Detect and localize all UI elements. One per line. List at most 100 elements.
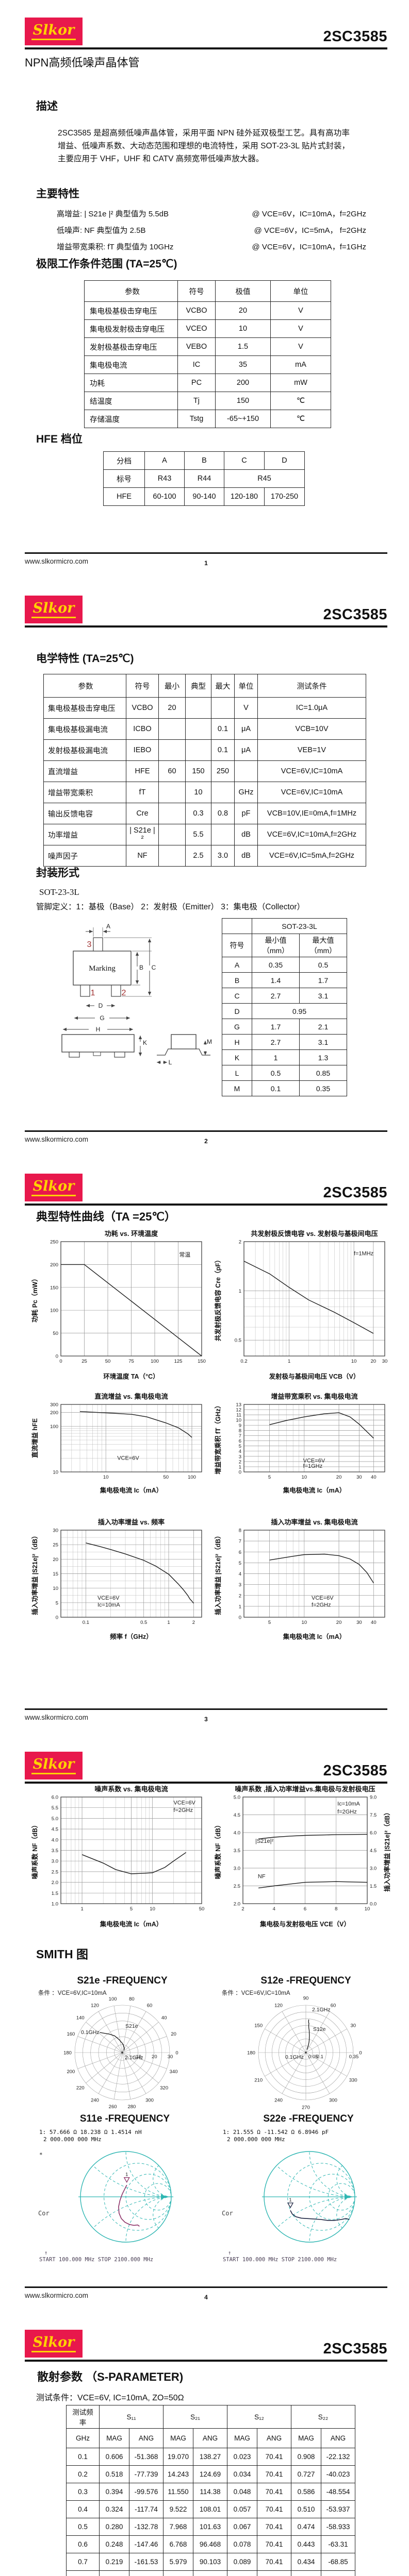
svg-text:0.35: 0.35: [349, 2054, 359, 2060]
svg-text:插入功率增益 |S21e|²（dB）: 插入功率增益 |S21e|²（dB）: [383, 1809, 391, 1892]
svg-text:180: 180: [247, 2050, 255, 2056]
polar-s21e: S21e -FREQUENCY 条件 ：VCE=6V,IC=10mA 0 20 40 60…: [37, 1975, 207, 2113]
svg-text:1: 1: [239, 1289, 241, 1294]
svg-text:VCE=6V: VCE=6V: [303, 1458, 325, 1464]
svg-text:50: 50: [163, 1475, 169, 1480]
svg-text:噪声系数 vs. 集电极电流: 噪声系数 vs. 集电极电流: [94, 1785, 168, 1793]
svg-text:80: 80: [129, 1996, 135, 2002]
svg-text:6: 6: [239, 1438, 241, 1444]
svg-text:25: 25: [81, 1359, 87, 1364]
svg-text:集电极电流 Ic（mA）: 集电极电流 Ic（mA）: [100, 1486, 163, 1494]
svg-text:插入功率增益 |S21e|²（dB）: 插入功率增益 |S21e|²（dB）: [214, 1532, 222, 1615]
svg-text:160: 160: [67, 2031, 75, 2037]
section-hfe-rank: HFE 档位: [36, 433, 83, 445]
svg-text:320: 320: [160, 2086, 168, 2091]
svg-text:START 100.000 MHz STOP 2100: START 100.000 MHz STOP 2100.000 MHz: [39, 2257, 153, 2263]
page-footer: www.slkormicro.com 3: [25, 1708, 387, 1729]
svg-text:0: 0: [175, 2050, 178, 2056]
svg-text:6.0: 6.0: [52, 1795, 58, 1801]
svg-text:C: C: [152, 964, 156, 971]
svg-text:|S21e|²: |S21e|²: [255, 1838, 273, 1844]
svg-text:10: 10: [53, 1470, 58, 1476]
feature-condition: @ VCE=6V，IC=10mA，f=2GHz: [252, 210, 366, 218]
s-parameter-test-condition: 测试条件：VCE=6V, IC=10mA, ZO=50Ω: [36, 2394, 184, 2402]
footer-rule: [25, 2286, 387, 2288]
svg-text:7.5: 7.5: [370, 1812, 377, 1818]
svg-text:5: 5: [130, 1906, 133, 1912]
chart-hfe-vs-ic: 直流增益 vs. 集电极电流 10 50 100 10 100 200 300 集电极电流 Ic…: [31, 1391, 209, 1499]
svg-text:0.1GHz: 0.1GHz: [81, 2029, 100, 2036]
svg-text:3.5: 3.5: [234, 1848, 240, 1854]
svg-text:90: 90: [303, 1996, 309, 2002]
svg-text:100: 100: [188, 1475, 196, 1480]
brand-logo: Slkor: [25, 596, 83, 623]
package-dimensions-table: SOT-23-3L 符号 最小值（mm） 最大值（mm） A 0.35 0.5 B 1.4 1.7…: [222, 918, 347, 1096]
svg-text:280: 280: [127, 2104, 136, 2110]
pin-definition: 管脚定义：1：基极（Base） 2：发射极（Emitter） 3：集电极（Col…: [36, 903, 305, 911]
svg-text:8: 8: [239, 1428, 241, 1434]
footer-rule: [25, 1708, 387, 1710]
svg-text:100: 100: [50, 1308, 58, 1314]
page-2: Slkor 2SC3585 电学特性 (TA=25℃) 参数 符号 最小 典型 最大 单位…: [0, 578, 409, 1156]
svg-text:5: 5: [268, 1475, 271, 1480]
svg-text:G: G: [100, 1014, 104, 1022]
footer-website: www.slkormicro.com: [25, 1714, 89, 1721]
svg-text:1: 1: [239, 1464, 241, 1470]
svg-text:4.5: 4.5: [52, 1827, 58, 1833]
section-package: 封装形式: [36, 867, 79, 879]
svg-text:功耗 vs. 环境温度: 功耗 vs. 环境温度: [105, 1230, 158, 1238]
svg-text:120: 120: [274, 2003, 283, 2009]
svg-text:5: 5: [239, 1444, 241, 1449]
svg-text:1.0: 1.0: [52, 1902, 58, 1907]
svg-text:4.5: 4.5: [370, 1848, 377, 1854]
svg-text:100: 100: [109, 1996, 117, 2002]
svg-text:8: 8: [335, 1906, 337, 1912]
svg-text:0.2: 0.2: [240, 1359, 247, 1364]
svg-text:B: B: [139, 964, 143, 971]
svg-text:30: 30: [351, 2023, 356, 2029]
polar-s12e: S12e -FREQUENCY 条件 ：VCE=6V,IC=10mA 0 30 60 90…: [221, 1975, 391, 2113]
svg-text:100: 100: [151, 1359, 159, 1364]
svg-text:插入功率增益 vs. 频率: 插入功率增益 vs. 频率: [98, 1518, 165, 1526]
svg-text:集电极电流 Ic（mA）: 集电极电流 Ic（mA）: [100, 1920, 163, 1928]
brand-logo-text: Slkor: [31, 2335, 76, 2352]
svg-text:3.0: 3.0: [52, 1859, 58, 1865]
svg-text:75: 75: [128, 1359, 134, 1364]
svg-text:0.0: 0.0: [370, 1902, 377, 1907]
s-parameter-table: 测试频率 S₁₁ S₂₁ S₁₂ S₂₂ GHz MAG ANG MAG ANG MAG ANG MAG…: [66, 2405, 355, 2576]
section-s-parameter: 散射参数 （S-PARAMETER): [37, 2370, 184, 2383]
svg-text:20: 20: [152, 2054, 157, 2060]
electrical-table: 参数 符号 最小 典型 最大 单位 测试条件 集电极基极击穿电压 VCBO 20 V IC=1.0μA…: [43, 674, 366, 867]
svg-text:1: 1: [91, 989, 95, 997]
chart-nf-vs-ic: 噪声系数 vs. 集电极电流 1 5 10 50 1.0 1.5 2.0 2.5 3.0 3.5 4.…: [31, 1784, 209, 1933]
svg-text:直流增益 vs. 集电极电流: 直流增益 vs. 集电极电流: [94, 1393, 168, 1400]
footer-rule: [25, 552, 387, 554]
svg-text:9: 9: [239, 1423, 241, 1429]
svg-text:2.1GHz: 2.1GHz: [312, 2007, 331, 2013]
svg-text:30: 30: [168, 2054, 173, 2060]
svg-text:7: 7: [239, 1539, 241, 1545]
svg-text:Ic=10mA: Ic=10mA: [97, 1602, 120, 1608]
footer-website: www.slkormicro.com: [25, 2292, 89, 2299]
brand-logo: Slkor: [25, 1752, 83, 1780]
svg-text:0: 0: [59, 1359, 62, 1364]
svg-text:0: 0: [56, 1354, 58, 1360]
svg-text:10: 10: [302, 1475, 307, 1480]
svg-text:6: 6: [239, 1550, 241, 1555]
svg-text:Cor: Cor: [222, 2210, 233, 2217]
svg-text:0: 0: [359, 2050, 362, 2056]
svg-text:S21e -FREQUENCY: S21e -FREQUENCY: [77, 1975, 168, 1986]
svg-text:VCE=6V: VCE=6V: [97, 1595, 120, 1601]
svg-text:220: 220: [76, 2086, 85, 2091]
svg-text:200: 200: [50, 1410, 58, 1416]
feature-item: 低噪声: NF 典型值为 2.5B @ VCE=6V，IC=5mA， f=2GH…: [57, 225, 366, 235]
svg-text:2: 2: [241, 1906, 244, 1912]
svg-text:5: 5: [56, 1600, 58, 1606]
svg-text:10: 10: [150, 1906, 155, 1912]
svg-text:1: 1: [125, 2172, 128, 2178]
svg-text:集电极电流 Ic（mA）: 集电极电流 Ic（mA）: [283, 1633, 346, 1640]
svg-text:1: 21.555 Ω -11.542 Ω 6.89: 1: 21.555 Ω -11.542 Ω 6.8946 pF: [223, 2129, 329, 2136]
svg-text:条件 ：VCE=6V,IC=10mA: 条件 ：VCE=6V,IC=10mA: [222, 1989, 290, 1996]
footer-rule: [25, 1130, 387, 1132]
svg-text:10: 10: [236, 1418, 241, 1423]
